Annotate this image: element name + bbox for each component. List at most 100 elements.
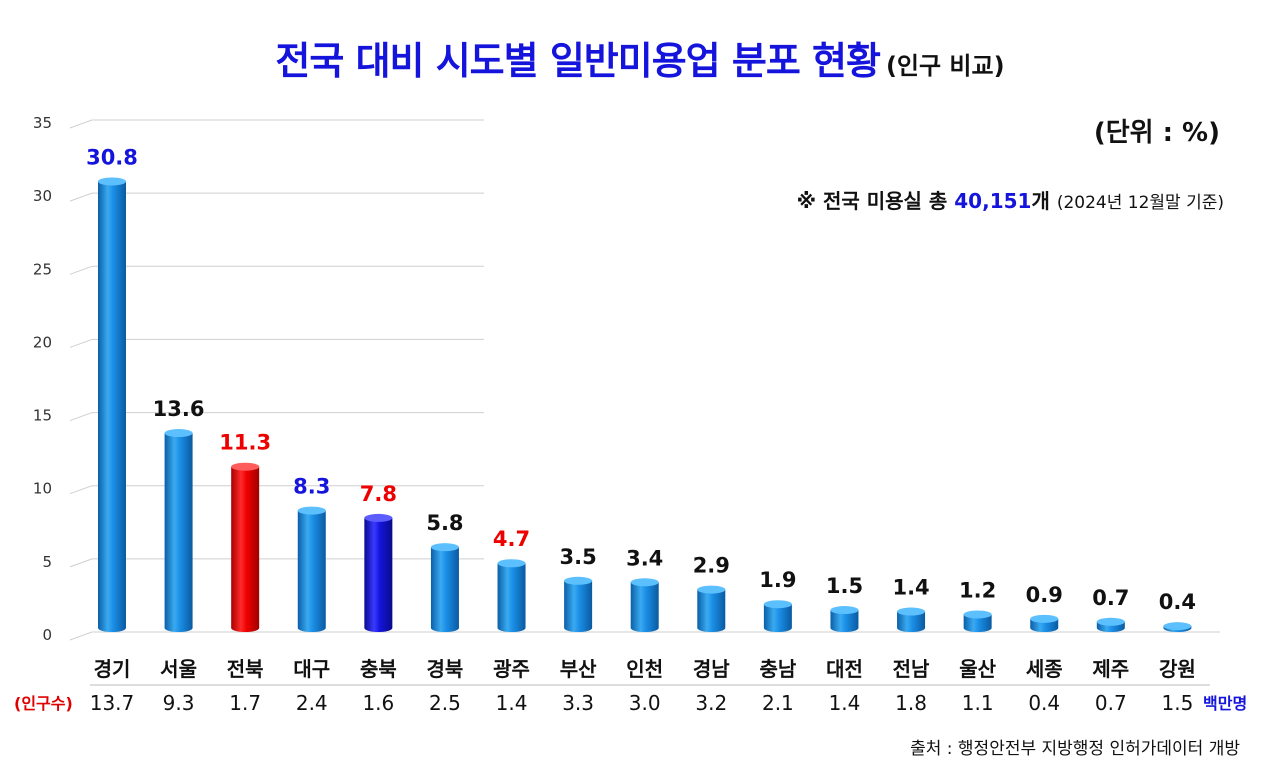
bar-body — [697, 589, 726, 632]
y-tick-label: 35 — [33, 114, 52, 132]
gridline-depth — [69, 119, 93, 129]
population-value: 1.6 — [362, 691, 394, 715]
category-label: 세종 — [1026, 657, 1063, 681]
gridline-depth — [69, 338, 93, 348]
y-tick-label: 10 — [33, 480, 52, 498]
chart-title: 전국 대비 시도별 일반미용업 분포 현황 — [275, 39, 881, 83]
bar — [830, 606, 859, 632]
bar-cap — [830, 606, 859, 615]
bar-cap — [231, 462, 260, 471]
category-label: 경북 — [427, 657, 464, 681]
gridline-depth — [69, 412, 93, 422]
bar — [497, 559, 526, 632]
source-note: 출처 : 행정안전부 지방행정 인허가데이터 개방 — [910, 739, 1240, 759]
y-tick-label: 0 — [42, 626, 52, 644]
value-label: 0.7 — [1092, 586, 1129, 610]
population-unit: 백만명 — [1203, 694, 1248, 713]
population-value: 1.1 — [962, 691, 994, 715]
population-value: 3.2 — [695, 691, 727, 715]
value-label: 3.4 — [626, 546, 663, 570]
value-label: 30.8 — [86, 145, 138, 169]
population-value: 1.8 — [895, 691, 927, 715]
value-label: 7.8 — [360, 482, 397, 506]
note-basis-date: (2024년 12월말 기준) — [1056, 193, 1224, 213]
bar-cap — [1030, 614, 1059, 623]
chart-title-block: 전국 대비 시도별 일반미용업 분포 현황 (인구 비교) — [0, 30, 1280, 85]
bar — [630, 578, 659, 632]
population-value: 9.3 — [163, 691, 195, 715]
bar-body — [897, 611, 926, 632]
y-tick-label: 25 — [33, 260, 52, 278]
category-label: 인천 — [626, 657, 663, 681]
bar — [364, 513, 393, 632]
bar-body — [963, 614, 992, 632]
population-values: 13.7 9.3 1.7 2.4 1.6 2.5 1.4 3.3 3.0 3.2 2.1 1.4 1.8… — [90, 684, 1210, 715]
population-value: 2.4 — [296, 691, 328, 715]
bar-cap — [763, 600, 792, 609]
bar-cap — [164, 429, 193, 438]
bars — [98, 177, 1192, 632]
category-label: 부산 — [560, 657, 597, 681]
y-tick-label: 20 — [33, 333, 52, 351]
bar — [164, 429, 193, 632]
bar — [98, 177, 126, 632]
bar-body — [763, 604, 792, 632]
value-label: 3.5 — [560, 545, 597, 569]
value-label: 1.9 — [759, 568, 796, 592]
category-label: 전남 — [893, 657, 930, 681]
category-label: 경기 — [94, 657, 131, 681]
population-value: 0.7 — [1095, 691, 1127, 715]
category-labels: 경기 서울 전북 대구 충북 경북 광주 부산 인천 경남 충남 대전 전남 울산 세종 제주 강원 — [94, 657, 1196, 681]
y-tick-label: 5 — [42, 553, 52, 571]
population-value: 13.7 — [90, 691, 135, 715]
total-note: ※ 전국 미용실 총 40,151개 (2024년 12월말 기준) — [797, 185, 1224, 214]
population-value: 1.7 — [229, 691, 261, 715]
category-label: 충북 — [360, 657, 397, 681]
bar — [963, 610, 992, 632]
population-value: 3.0 — [629, 691, 661, 715]
value-label: 1.4 — [892, 576, 929, 600]
bar-cap — [564, 576, 593, 585]
gridline-depth — [69, 192, 93, 202]
bar-cap — [430, 543, 459, 552]
bar — [1163, 622, 1192, 632]
gridline-depth — [69, 485, 93, 495]
bar-cap — [98, 177, 126, 186]
bar-cap — [364, 513, 393, 522]
category-label: 전북 — [227, 657, 264, 681]
bar-cap — [963, 610, 992, 619]
note-prefix: ※ 전국 미용실 총 — [796, 189, 955, 213]
bar-body — [364, 517, 393, 632]
note-suffix: 개 — [1031, 189, 1057, 213]
population-value: 1.4 — [829, 691, 861, 715]
value-label: 4.7 — [493, 527, 530, 551]
value-label: 0.9 — [1026, 583, 1063, 607]
bar-body — [98, 181, 126, 632]
category-label: 대구 — [293, 657, 330, 681]
category-label: 강원 — [1159, 657, 1196, 681]
y-axis-ticks: 0 5 10 15 20 25 30 35 — [33, 114, 52, 644]
value-label: 8.3 — [293, 475, 330, 499]
population-value: 2.1 — [762, 691, 794, 715]
bar-cap — [497, 559, 526, 568]
chart-subtitle: (인구 비교) — [885, 52, 1005, 80]
value-label: 5.8 — [426, 511, 463, 535]
population-value: 1.5 — [1162, 691, 1194, 715]
bar — [897, 607, 926, 632]
population-row-label: (인구수) — [14, 694, 73, 713]
bar-body — [164, 433, 193, 632]
y-tick-label: 15 — [33, 407, 52, 425]
bar-body — [564, 580, 593, 632]
unit-label: (단위 : %) — [1093, 118, 1220, 148]
gridline-depth — [69, 558, 93, 568]
bar — [1096, 617, 1125, 632]
population-value: 3.3 — [562, 691, 594, 715]
value-label: 1.5 — [826, 574, 863, 598]
bar-body — [830, 610, 859, 632]
bar-body — [430, 547, 459, 632]
bar-body — [497, 563, 526, 632]
category-label: 충남 — [759, 657, 796, 681]
category-label: 울산 — [959, 657, 996, 681]
bar-cap — [1163, 622, 1192, 631]
bar — [231, 462, 260, 632]
